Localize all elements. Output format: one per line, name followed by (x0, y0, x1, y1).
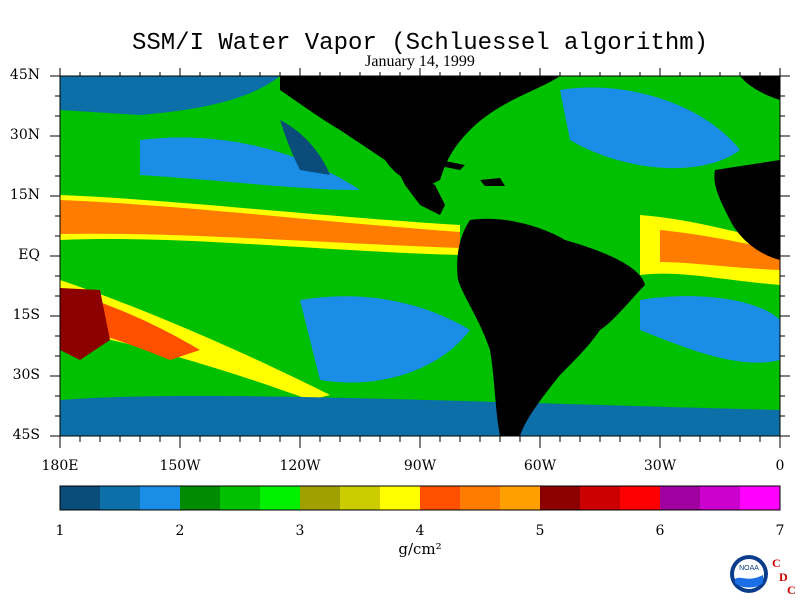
colorbar-tick-label: 5 (535, 523, 545, 539)
colorbar (59, 485, 781, 511)
map-date: January 14, 1999 (365, 53, 475, 70)
colorbar-swatch (300, 486, 340, 510)
noaa-cdc-logo: NOAA C D C (730, 555, 796, 597)
colorbar-swatch (380, 486, 420, 510)
colorbar-tick-label: 7 (775, 523, 785, 539)
colorbar-swatch (260, 486, 300, 510)
lon-label: 0 (775, 458, 785, 474)
noaa-text: NOAA (739, 565, 759, 572)
lat-label: 30S (12, 367, 40, 383)
lon-label: 30W (643, 458, 677, 474)
colorbar-swatch (340, 486, 380, 510)
colorbar-swatch (180, 486, 220, 510)
lat-label: EQ (18, 247, 40, 263)
colorbar-tick-label: 1 (55, 523, 65, 539)
map-title: SSM/I Water Vapor (Schluessel algorithm) (131, 30, 709, 57)
colorbar-swatch (540, 486, 580, 510)
colorbar-tick-label: 2 (175, 523, 185, 539)
lat-label: 15N (9, 187, 40, 203)
lon-label: 60W (523, 458, 557, 474)
cdc-letter-c1: C (772, 556, 781, 570)
colorbar-swatch (700, 486, 740, 510)
colorbar-swatch (620, 486, 660, 510)
colorbar-swatch (60, 486, 100, 510)
colorbar-tick-label: 3 (295, 523, 305, 539)
lon-label: 180E (41, 458, 79, 474)
colorbar-swatch (420, 486, 460, 510)
lat-label: 15S (12, 307, 40, 323)
lon-label: 120W (279, 458, 321, 474)
colorbar-unit: g/cm² (398, 540, 442, 558)
colorbar-tick-label: 4 (415, 523, 425, 539)
axis-ticks (50, 68, 790, 448)
colorbar-swatch (500, 486, 540, 510)
lat-label: 45N (9, 67, 40, 83)
colorbar-tick-label: 6 (655, 523, 665, 539)
map-field (60, 76, 780, 436)
colorbar-swatch (220, 486, 260, 510)
colorbar-swatch (140, 486, 180, 510)
colorbar-swatch (100, 486, 140, 510)
cdc-letter-c2: C (787, 583, 796, 597)
lat-label: 30N (9, 127, 40, 143)
colorbar-swatch (460, 486, 500, 510)
lon-label: 150W (159, 458, 201, 474)
colorbar-frame (59, 485, 781, 511)
cdc-letter-d: D (779, 570, 788, 584)
colorbar-swatch (740, 486, 780, 510)
colorbar-swatch (580, 486, 620, 510)
lat-label: 45S (12, 427, 40, 443)
colorbar-swatch (660, 486, 700, 510)
lon-label: 90W (403, 458, 437, 474)
